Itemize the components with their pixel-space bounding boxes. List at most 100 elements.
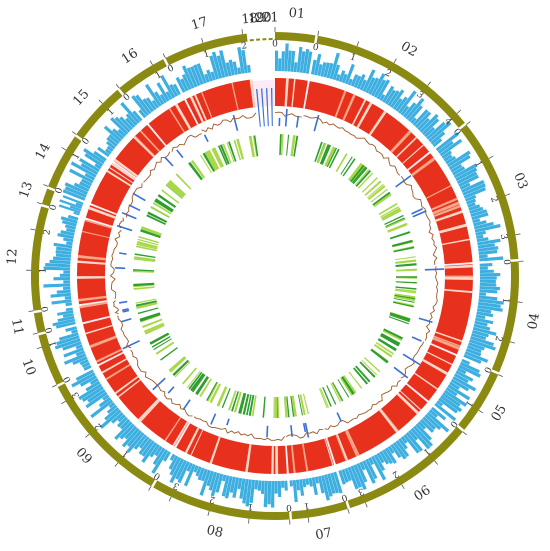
tick-label: 2 (492, 334, 503, 342)
heatmap-stripe (105, 363, 131, 381)
histogram-bar (473, 323, 491, 331)
heatmap-stripe (84, 219, 113, 229)
histogram-bar (455, 167, 478, 182)
histogram-bar (359, 461, 366, 471)
histogram-bar (181, 74, 192, 91)
line-series-segment (130, 349, 193, 417)
spike-mark (395, 174, 412, 188)
histogram-bar (219, 50, 229, 78)
tile-mark (200, 154, 212, 174)
tick-label: 0 (481, 365, 493, 375)
histogram-bar (326, 62, 334, 79)
histogram-bar (382, 449, 393, 465)
histogram-bar (64, 186, 87, 198)
histogram-bar (344, 63, 355, 85)
histogram-bar (138, 109, 147, 119)
tick-mark (207, 510, 210, 516)
histogram-bar (479, 279, 496, 284)
histogram-bar (412, 109, 429, 127)
histogram-bar (419, 418, 435, 433)
histogram-bar (453, 163, 478, 179)
heatmap-stripe (344, 430, 358, 457)
histogram-bar (144, 83, 162, 107)
histogram-bar (55, 249, 72, 255)
tile-mark (394, 293, 416, 299)
heatmap-stripe (414, 372, 438, 390)
tile-mark (374, 344, 393, 358)
histogram-bar (341, 468, 349, 483)
tile-mark (385, 218, 406, 228)
histogram-bar (61, 220, 77, 227)
tile-mark (246, 394, 252, 416)
tile-mark (137, 307, 159, 315)
tile-mark (222, 143, 232, 164)
histogram-bar (410, 117, 417, 124)
tile-mark (133, 257, 156, 263)
tick-mark (462, 431, 467, 436)
tick-mark (43, 184, 49, 187)
histogram-bar (241, 49, 248, 74)
histogram-bar (120, 102, 140, 124)
histogram-bar (341, 73, 348, 84)
heatmap-stripe (190, 429, 204, 456)
line-series-segment (113, 300, 119, 315)
histogram-bar (430, 131, 446, 145)
tick-mark (36, 346, 42, 350)
tile-mark (149, 332, 170, 345)
histogram-bar (84, 153, 104, 167)
heatmap-stripe (140, 400, 161, 422)
histogram-bar (384, 89, 396, 105)
tile-mark (394, 295, 416, 302)
histogram-bar (392, 441, 407, 460)
tile-mark (355, 170, 372, 187)
histogram-bar (63, 353, 87, 365)
tick-mark (307, 517, 310, 523)
heatmap-block (408, 153, 473, 265)
histogram-bar (152, 447, 166, 465)
histogram-bar (53, 277, 71, 281)
histogram-bar (464, 194, 477, 202)
chromosome-label: 06 (412, 483, 434, 505)
histogram-bar (470, 209, 488, 218)
heatmap-stripe (402, 144, 424, 164)
tile-mark (339, 377, 353, 396)
histogram-bar (165, 91, 173, 100)
histogram-bar (119, 116, 133, 131)
spike-mark (226, 418, 230, 426)
tick-label: 1 (303, 500, 310, 511)
tile-mark (382, 209, 402, 221)
heatmap-stripe (79, 301, 108, 309)
histogram-bar (98, 396, 112, 408)
ideogram-segment-11 (33, 311, 46, 334)
tile-mark (373, 194, 392, 208)
tick-label: 1 (48, 339, 59, 347)
tick-label: 3 (498, 233, 509, 241)
tile-mark (314, 141, 323, 163)
histogram-bar (79, 158, 100, 173)
histogram-bar (204, 73, 210, 83)
heatmap-stripe (433, 335, 461, 347)
histogram-bar (111, 411, 124, 424)
tick-label: 0 (44, 326, 55, 334)
heatmap-stripe (379, 409, 399, 433)
tick-label: 0 (54, 186, 66, 195)
tile-mark (141, 226, 162, 236)
ideogram-segment-07 (291, 501, 348, 520)
histogram-bar (66, 228, 76, 233)
tile-mark (228, 141, 237, 162)
tile-mark (165, 183, 184, 199)
heatmap-stripe (101, 358, 128, 374)
heatmap-block (406, 344, 457, 401)
histogram-bar (293, 62, 298, 73)
histogram-bar (63, 237, 74, 243)
line-series-segment (126, 183, 143, 218)
histogram-bar (156, 82, 170, 102)
histogram-bar (221, 474, 227, 482)
histogram-bar (75, 202, 83, 207)
histogram-bar (154, 91, 165, 105)
spike-mark (232, 114, 239, 131)
histogram-bar (85, 380, 101, 392)
tick-label: 1 (247, 501, 254, 512)
histogram-bar (56, 246, 72, 252)
line-series-segment (324, 379, 401, 430)
